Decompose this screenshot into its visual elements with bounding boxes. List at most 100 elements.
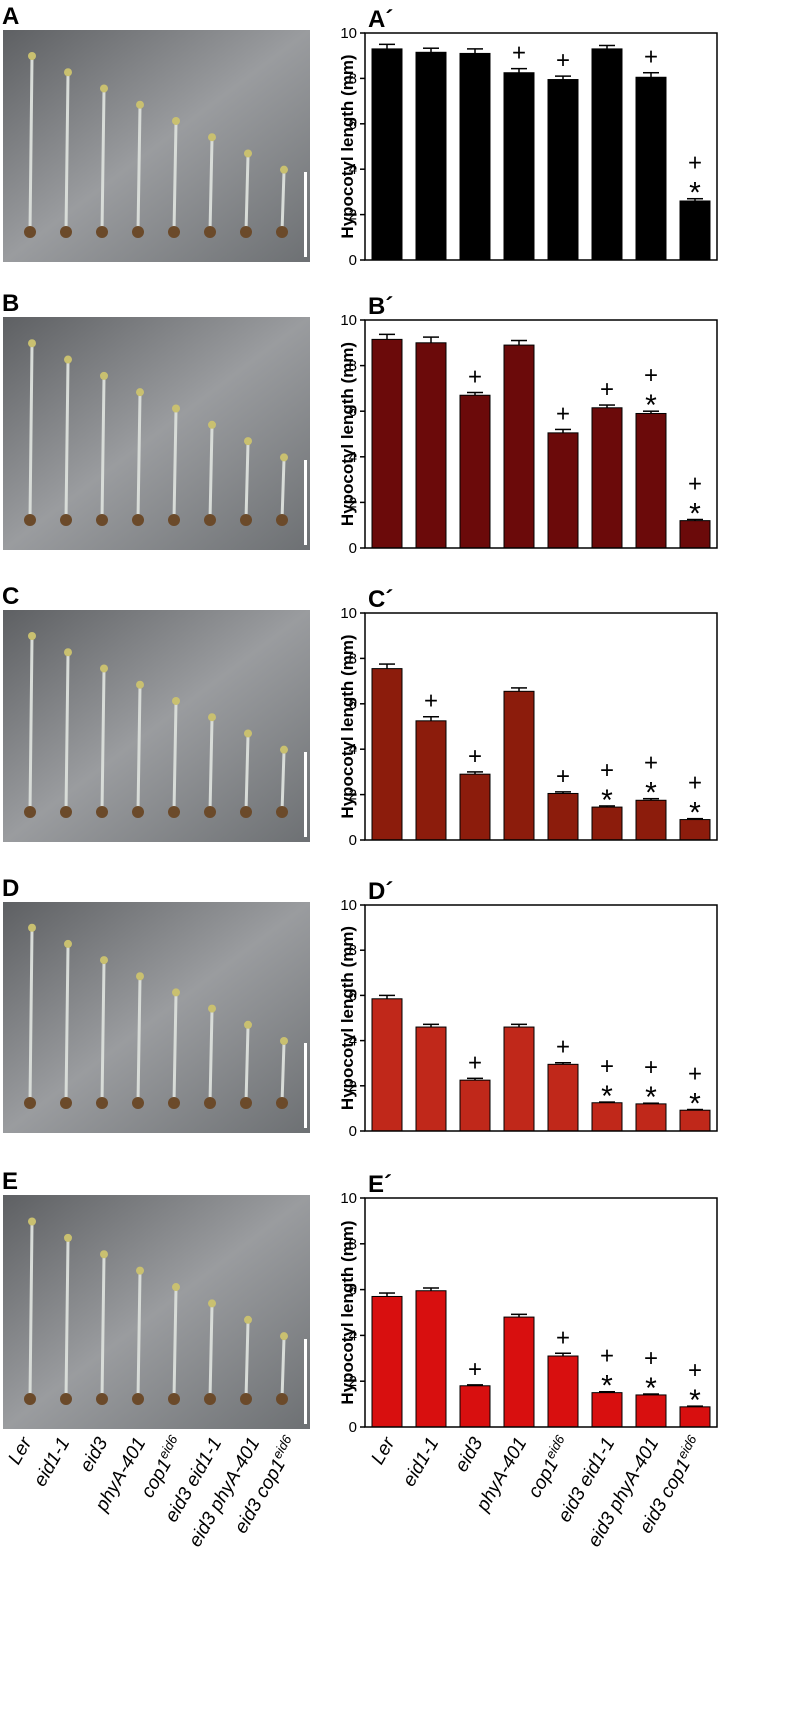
significance-mark: + xyxy=(688,471,702,498)
significance-mark: + xyxy=(600,1343,614,1370)
bar xyxy=(591,407,623,549)
seed xyxy=(276,226,288,238)
error-bar xyxy=(423,1287,439,1291)
seed xyxy=(132,226,144,238)
y-tick-label: 2 xyxy=(349,787,357,804)
photo xyxy=(3,1195,310,1429)
significance-mark: + xyxy=(688,1061,702,1088)
seed xyxy=(240,806,252,818)
bar xyxy=(547,432,579,549)
error-bar xyxy=(379,1292,395,1297)
error-bar xyxy=(555,75,571,80)
cotyledon xyxy=(100,84,108,93)
significance-mark: * xyxy=(645,1372,657,1405)
bar xyxy=(635,76,667,261)
y-tick-label: 0 xyxy=(349,1419,357,1436)
error-bar xyxy=(555,1061,571,1065)
significance-mark: * xyxy=(601,784,613,817)
significance-mark: * xyxy=(689,177,701,210)
bar xyxy=(591,1102,623,1132)
bar xyxy=(547,1355,579,1428)
bar xyxy=(459,394,491,549)
cotyledon xyxy=(100,371,108,380)
bar xyxy=(547,79,579,261)
photo xyxy=(3,902,310,1133)
cotyledon xyxy=(208,713,216,722)
y-tick-label: 2 xyxy=(349,1373,357,1390)
error-bar xyxy=(643,1102,659,1104)
cotyledon xyxy=(208,1299,216,1308)
cotyledon xyxy=(64,939,72,948)
y-tick-label: 8 xyxy=(349,70,357,87)
cotyledon xyxy=(172,404,180,413)
cotyledon xyxy=(28,1217,36,1226)
label-part: eid1-1 xyxy=(30,1434,75,1490)
bar xyxy=(503,344,535,549)
seedling xyxy=(64,1238,70,1401)
seed xyxy=(60,1097,72,1109)
significance-mark: + xyxy=(600,376,614,403)
error-bar xyxy=(687,817,703,820)
scale-bar xyxy=(304,172,307,257)
plot-frame xyxy=(364,319,718,549)
significance-mark: + xyxy=(644,1054,658,1081)
bar xyxy=(635,412,667,549)
y-tick-label: 10 xyxy=(340,1190,357,1207)
significance-mark: + xyxy=(468,1356,482,1383)
cotyledon xyxy=(64,1233,72,1242)
significance-mark: * xyxy=(689,498,701,531)
significance-mark: + xyxy=(468,1049,482,1076)
seed xyxy=(240,1393,252,1405)
significance-mark: + xyxy=(644,362,658,389)
photo-label: eid1-1 xyxy=(30,1434,75,1490)
bar xyxy=(503,72,535,261)
cotyledon xyxy=(136,680,144,689)
error-bar xyxy=(423,336,439,343)
cotyledon xyxy=(244,729,252,738)
error-bar xyxy=(599,805,615,808)
seed xyxy=(204,1097,216,1109)
cotyledon xyxy=(280,1332,288,1341)
bar xyxy=(635,1394,667,1428)
y-tick-label: 6 xyxy=(349,987,357,1004)
y-tick-label: 8 xyxy=(349,942,357,959)
seedling xyxy=(28,928,34,1105)
seedling xyxy=(172,121,178,234)
cotyledon xyxy=(172,988,180,997)
significance-mark: * xyxy=(645,389,657,422)
error-bar xyxy=(423,47,439,53)
significance-mark: + xyxy=(556,763,570,790)
seedling xyxy=(208,137,214,234)
error-bar xyxy=(643,797,659,801)
seed xyxy=(276,1097,288,1109)
significance-mark: + xyxy=(556,400,570,427)
seedling xyxy=(100,668,106,814)
significance-mark: * xyxy=(601,1080,613,1113)
seed xyxy=(60,226,72,238)
label-part: cop1 xyxy=(524,1455,563,1501)
y-tick-label: 4 xyxy=(349,449,357,466)
seed xyxy=(204,1393,216,1405)
seed xyxy=(60,806,72,818)
x-tick-label: Ler xyxy=(367,1433,399,1468)
error-bar xyxy=(687,1108,703,1111)
error-bar xyxy=(511,1023,527,1028)
error-bar xyxy=(467,48,483,54)
seedling xyxy=(172,1287,178,1401)
seedling xyxy=(280,750,286,814)
seed xyxy=(168,806,180,818)
error-bar xyxy=(379,43,395,49)
seedling xyxy=(136,685,142,814)
y-tick-label: 2 xyxy=(349,1078,357,1095)
seed xyxy=(24,1393,36,1405)
error-bar xyxy=(643,1393,659,1395)
error-bar xyxy=(467,771,483,775)
bar xyxy=(679,200,711,261)
error-bar xyxy=(467,391,483,396)
error-bar xyxy=(599,404,615,408)
significance-mark: + xyxy=(600,757,614,784)
bar xyxy=(503,690,535,841)
panel-letter: C xyxy=(2,583,19,610)
seedling xyxy=(64,360,70,522)
cotyledon xyxy=(208,133,216,142)
